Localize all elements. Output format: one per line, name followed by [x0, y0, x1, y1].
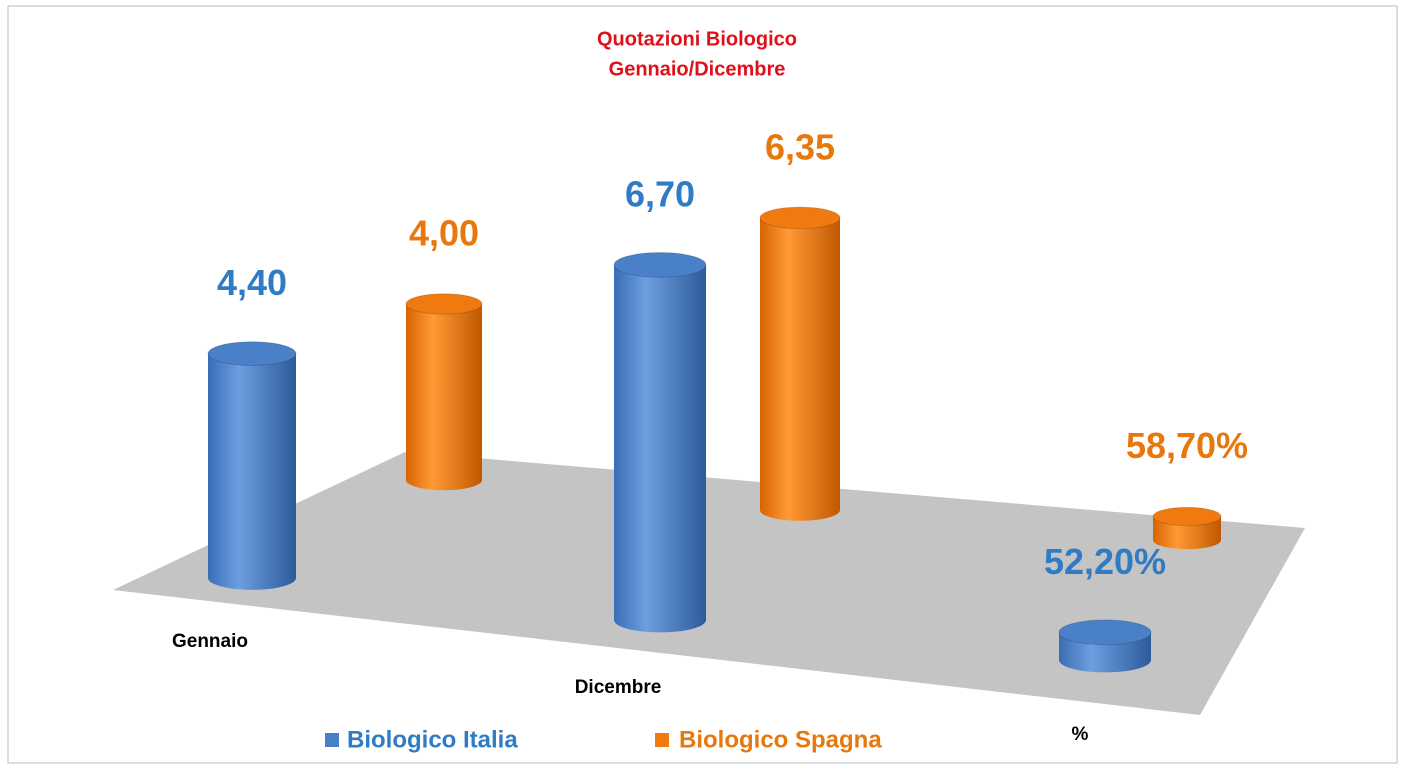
x-tick-label: % — [1072, 724, 1089, 745]
cylinder-body — [208, 353, 296, 578]
data-label: 52,20% — [1044, 541, 1166, 582]
x-tick-label: Gennaio — [172, 631, 248, 652]
data-label: 6,35 — [765, 126, 835, 167]
x-tick-label: Dicembre — [575, 677, 662, 698]
floor — [113, 452, 1305, 715]
data-label: 4,40 — [217, 262, 287, 303]
data-label: 58,70% — [1126, 425, 1248, 466]
chart-title: Quotazioni Biologico — [597, 28, 797, 50]
data-label: 4,00 — [409, 213, 479, 254]
cylinder-top — [405, 293, 483, 315]
legend-swatch — [655, 733, 669, 747]
cylinder-body — [760, 217, 840, 510]
cylinder-top — [1058, 619, 1152, 646]
cylinder-body — [406, 304, 482, 480]
data-label: 6,70 — [625, 173, 695, 214]
cylinder-top — [207, 341, 297, 366]
cylinder-top — [1152, 506, 1222, 527]
legend-label: Biologico Italia — [347, 726, 518, 753]
cylinder-top — [613, 251, 707, 278]
legend-label: Biologico Spagna — [679, 726, 882, 753]
chart-subtitle: Gennaio/Dicembre — [609, 58, 786, 80]
cylinder-body — [614, 264, 706, 620]
legend-swatch — [325, 733, 339, 747]
cylinder-top — [759, 206, 841, 230]
